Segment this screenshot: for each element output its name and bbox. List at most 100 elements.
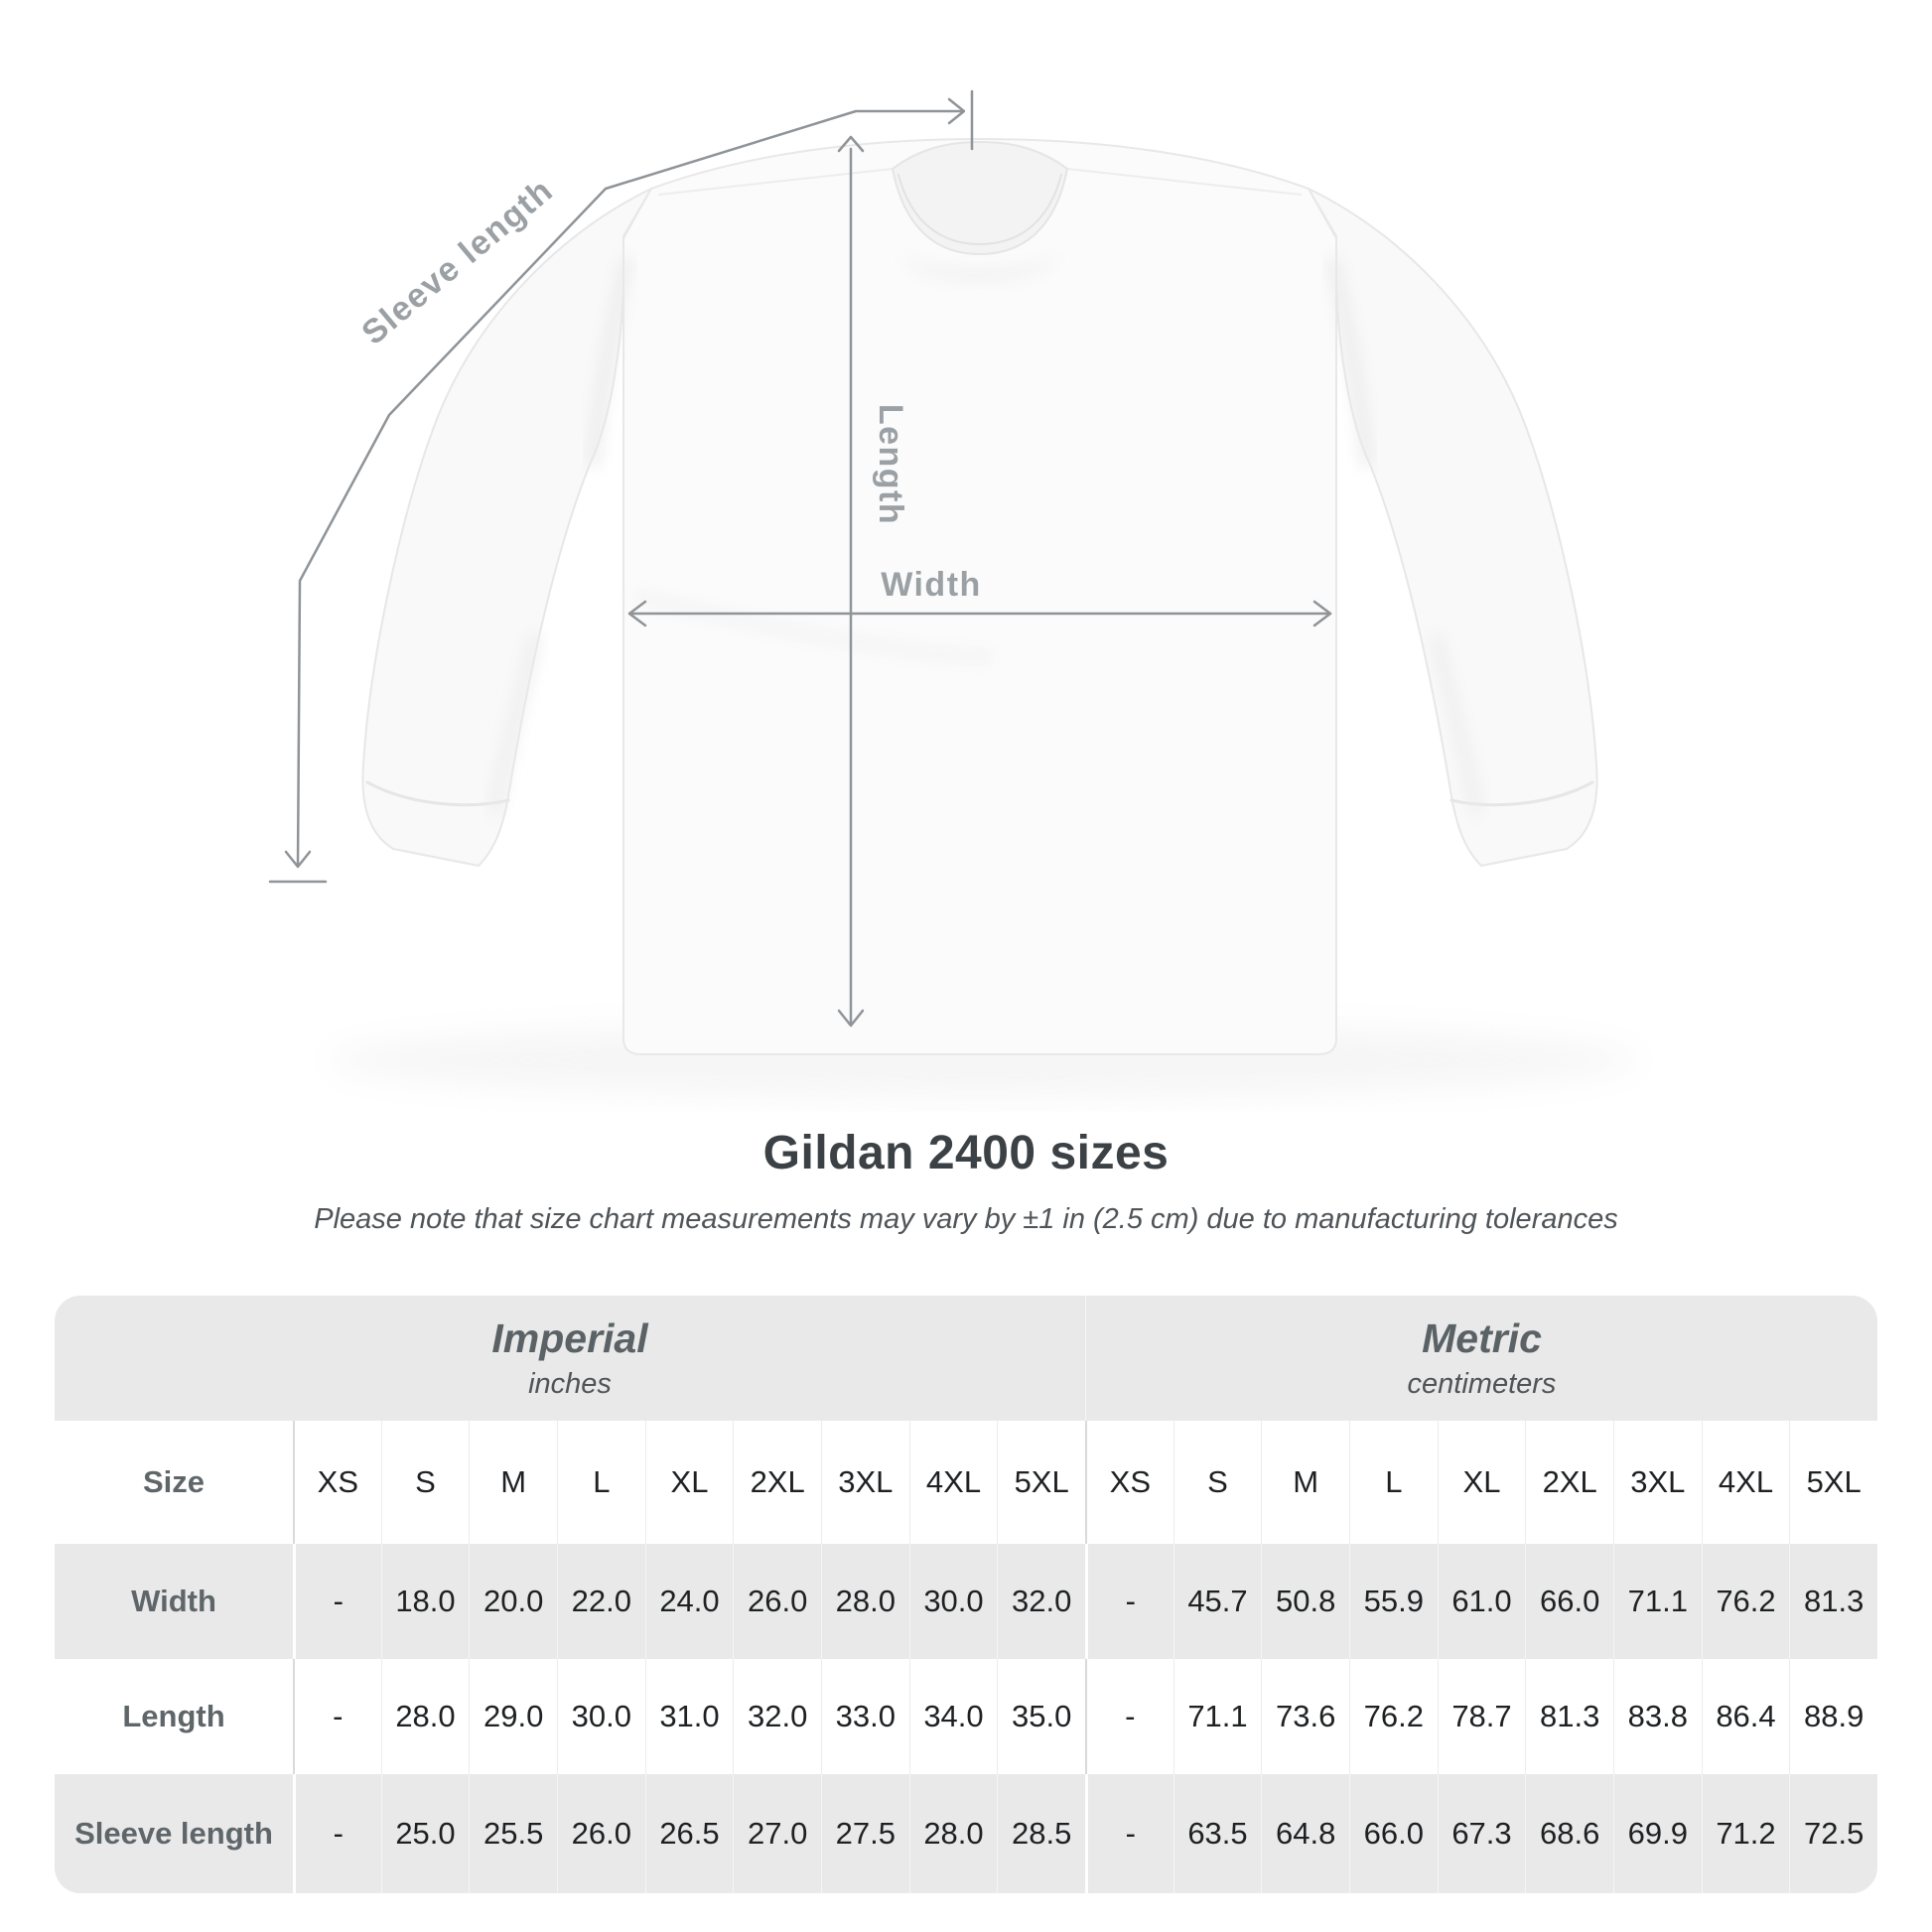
size-column-header: S <box>380 1421 470 1544</box>
sleeve-length-value-cell: 27.0 <box>733 1774 821 1893</box>
right-armhole-shadow <box>1327 256 1372 468</box>
sleeve-length-value-cell: 27.5 <box>820 1774 909 1893</box>
size-column-header: XS <box>293 1421 381 1544</box>
metric-group-title: Metric <box>1422 1315 1542 1361</box>
fabric-shading <box>489 256 1482 1039</box>
width-value-cell: 66.0 <box>1525 1544 1613 1659</box>
width-label: Width <box>881 566 982 604</box>
shirt-body <box>622 138 1337 1055</box>
width-value-cell: 45.7 <box>1173 1544 1262 1659</box>
width-value-cell: 71.1 <box>1612 1544 1702 1659</box>
length-value-cell: 31.0 <box>644 1659 734 1774</box>
size-column-header: 5XL <box>1789 1421 1877 1544</box>
sleeve-length-row-label: Sleeve length <box>74 1816 273 1851</box>
right-sleeve <box>1308 188 1598 867</box>
size-column-header: S <box>1173 1421 1262 1544</box>
shirt-measurement-diagram: Sleeve length Length Width <box>268 89 1638 1098</box>
collar-rib-edge <box>897 174 1062 245</box>
width-value-cell: 26.0 <box>733 1544 821 1659</box>
width-value-cell: 32.0 <box>997 1544 1085 1659</box>
chest-fold-shadow <box>634 592 994 661</box>
size-column-header: 4XL <box>908 1421 998 1544</box>
length-value-cell: 33.0 <box>820 1659 909 1774</box>
size-column-header: L <box>1348 1421 1438 1544</box>
sleeve-length-down-arrowhead <box>284 850 312 869</box>
size-column-header: 5XL <box>997 1421 1085 1544</box>
sleeve-length-value-cell: 72.5 <box>1789 1774 1877 1893</box>
size-column-header: L <box>556 1421 645 1544</box>
width-value-cell: 81.3 <box>1789 1544 1877 1659</box>
length-row: Length -28.0 29.0 30.0 31.0 32.0 33.0 34.0 35.0… <box>55 1659 1877 1774</box>
width-value-cell: 28.0 <box>820 1544 909 1659</box>
metric-group-unit: centimeters <box>1407 1368 1557 1400</box>
page-title: Gildan 2400 sizes <box>762 1127 1170 1179</box>
size-header-row: Size XS S M L XL 2XL 3XL 4XL 5XL XS S M L XL 2XL 3XL 4XL… <box>55 1421 1877 1544</box>
sleeve-length-value-cell: 66.0 <box>1348 1774 1438 1893</box>
width-value-cell: 22.0 <box>556 1544 645 1659</box>
sleeve-length-value-cell: 63.5 <box>1173 1774 1262 1893</box>
sleeve-length-value-cell: 71.2 <box>1701 1774 1790 1893</box>
size-table: Imperial inches Metric centimeters Size … <box>55 1296 1877 1893</box>
length-value-cell: 29.0 <box>469 1659 557 1774</box>
length-value-cell: - <box>293 1659 381 1774</box>
width-value-cell: 76.2 <box>1701 1544 1790 1659</box>
width-row: Width -18.0 20.0 22.0 24.0 26.0 28.0 30.0 32.0-… <box>55 1544 1877 1659</box>
size-column-header: 3XL <box>820 1421 909 1544</box>
length-value-cell: 34.0 <box>908 1659 998 1774</box>
width-value-cell: - <box>1084 1544 1173 1659</box>
width-value-cell: 30.0 <box>908 1544 998 1659</box>
size-column-header: 2XL <box>733 1421 821 1544</box>
page-subtitle: Please note that size chart measurements… <box>314 1203 1618 1235</box>
right-shoulder-seam <box>1066 168 1302 196</box>
collar <box>892 141 1068 255</box>
sleeve-length-value-cell: - <box>293 1774 381 1893</box>
length-value-cell: 78.7 <box>1437 1659 1526 1774</box>
size-column-header: 4XL <box>1701 1421 1790 1544</box>
under-collar-shadow <box>898 256 1061 282</box>
width-value-cell: 55.9 <box>1348 1544 1438 1659</box>
length-value-cell: 88.9 <box>1789 1659 1877 1774</box>
sleeve-length-value-cell: 64.8 <box>1261 1774 1349 1893</box>
sleeve-length-row: Sleeve length -25.0 25.5 26.0 26.5 27.0 27.5 2… <box>55 1774 1877 1893</box>
long-sleeve-shirt <box>361 138 1598 1055</box>
length-value-cell: 86.4 <box>1701 1659 1790 1774</box>
width-value-cell: 18.0 <box>380 1544 470 1659</box>
measurement-lines <box>268 89 1332 1028</box>
length-value-cell: 83.8 <box>1612 1659 1702 1774</box>
left-sleeve-fold <box>489 633 541 815</box>
sleeve-length-value-cell: 69.9 <box>1612 1774 1702 1893</box>
left-shoulder-seam <box>658 168 894 196</box>
size-column-header: M <box>1261 1421 1349 1544</box>
length-value-cell: 81.3 <box>1525 1659 1613 1774</box>
imperial-group-unit: inches <box>528 1368 612 1400</box>
length-value-cell: 35.0 <box>997 1659 1085 1774</box>
width-right-arrowhead <box>1312 600 1332 627</box>
sleeve-length-value-cell: 28.5 <box>997 1774 1085 1893</box>
sleeve-length-value-cell: 26.0 <box>556 1774 645 1893</box>
length-up-arrowhead <box>837 135 865 153</box>
size-column-header: XL <box>644 1421 734 1544</box>
unit-header-row: Imperial inches Metric centimeters <box>55 1296 1877 1421</box>
width-row-label: Width <box>131 1584 216 1618</box>
left-armhole-shadow <box>588 256 632 468</box>
right-cuff-seam <box>1449 780 1594 807</box>
sleeve-length-value-cell: - <box>1084 1774 1173 1893</box>
sleeve-length-value-cell: 67.3 <box>1437 1774 1526 1893</box>
size-column-header: M <box>469 1421 557 1544</box>
sleeve-length-value-cell: 26.5 <box>644 1774 734 1893</box>
width-value-cell: 24.0 <box>644 1544 734 1659</box>
length-label: Length <box>872 404 909 525</box>
sleeve-length-value-cell: 28.0 <box>908 1774 998 1893</box>
size-column-label: Size <box>142 1464 206 1499</box>
length-value-cell: 28.0 <box>380 1659 470 1774</box>
sleeve-length-value-cell: 68.6 <box>1525 1774 1613 1893</box>
length-value-cell: 73.6 <box>1261 1659 1349 1774</box>
size-column-header: 2XL <box>1525 1421 1613 1544</box>
length-value-cell: 30.0 <box>556 1659 645 1774</box>
sleeve-length-value-cell: 25.5 <box>469 1774 557 1893</box>
sleeve-length-right-arrowhead <box>947 97 966 125</box>
length-value-cell: 71.1 <box>1173 1659 1262 1774</box>
metric-group-header: Metric centimeters <box>1085 1296 1877 1421</box>
width-value-cell: - <box>293 1544 381 1659</box>
